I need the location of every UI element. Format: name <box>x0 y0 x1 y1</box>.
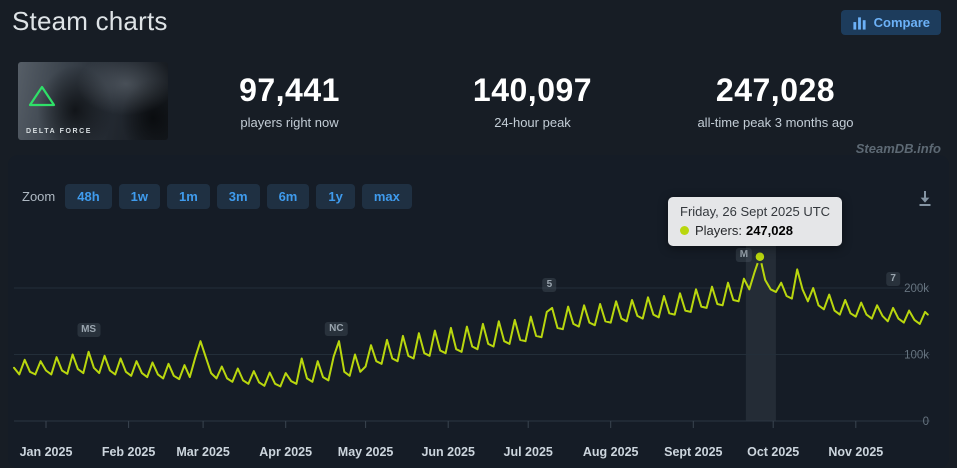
game-capsule-image[interactable]: DELTA FORCE <box>18 62 168 140</box>
zoom-6m-button[interactable]: 6m <box>266 184 310 209</box>
x-axis-label: Jun 2025 <box>421 445 475 459</box>
compare-button-label: Compare <box>873 15 930 30</box>
stat-alltime-peak-label: all-time peak 3 months ago <box>697 115 854 130</box>
stat-current-players-label: players right now <box>240 115 339 130</box>
chart-flag-5[interactable]: 5 <box>542 278 557 293</box>
chart-toolbar: Zoom 48h 1w 1m 3m 6m 1y max <box>22 184 935 209</box>
x-axis-label: Jul 2025 <box>504 445 553 459</box>
game-capsule-title: DELTA FORCE <box>26 128 93 135</box>
zoom-48h-button[interactable]: 48h <box>65 184 112 209</box>
x-axis-label: Sept 2025 <box>664 445 722 459</box>
players-line <box>13 255 929 388</box>
series-dot-icon <box>680 226 689 235</box>
chart-tooltip: Friday, 26 Sept 2025 UTC Players: 247,02… <box>668 197 843 246</box>
x-axis-label: Feb 2025 <box>102 445 156 459</box>
page-header: Steam charts Compare <box>0 0 957 46</box>
tooltip-series-label: Players: <box>695 223 742 238</box>
delta-force-logo-icon <box>28 84 56 113</box>
x-axis-label: Mar 2025 <box>176 445 230 459</box>
tooltip-date: Friday, 26 Sept 2025 UTC <box>680 204 831 219</box>
x-axis-label: Oct 2025 <box>747 445 799 459</box>
stat-alltime-peak-value: 247,028 <box>715 72 836 108</box>
stat-24h-peak: 140,097 24-hour peak <box>411 72 654 130</box>
x-axis-label: May 2025 <box>338 445 394 459</box>
chart-flag-MS[interactable]: MS <box>77 322 101 337</box>
selected-point-marker <box>753 249 767 264</box>
compare-chart-icon <box>852 16 867 30</box>
steamdb-watermark: SteamDB.info <box>855 141 941 156</box>
zoom-max-button[interactable]: max <box>361 184 412 209</box>
compare-button[interactable]: Compare <box>840 10 941 35</box>
zoom-range-buttons: 48h 1w 1m 3m 6m 1y max <box>65 184 412 209</box>
zoom-1y-button[interactable]: 1y <box>316 184 355 209</box>
chart-flag-M[interactable]: M <box>735 247 753 262</box>
zoom-3m-button[interactable]: 3m <box>216 184 260 209</box>
selection-band <box>745 243 776 421</box>
zoom-1w-button[interactable]: 1w <box>118 184 160 209</box>
chart-flag-NC[interactable]: NC <box>325 322 348 337</box>
x-axis-label: Apr 2025 <box>259 445 312 459</box>
x-axis-label: Aug 2025 <box>583 445 639 459</box>
x-axis-label: Nov 2025 <box>828 445 883 459</box>
zoom-1m-button[interactable]: 1m <box>166 184 210 209</box>
y-axis-label: 200k <box>904 283 929 295</box>
download-icon[interactable] <box>915 186 935 208</box>
chart-flag-7[interactable]: 7 <box>886 271 900 286</box>
page-title: Steam charts <box>12 6 168 36</box>
stat-24h-peak-value: 140,097 <box>472 72 593 108</box>
zoom-label: Zoom <box>22 189 56 204</box>
players-line-chart[interactable]: Jan 2025 Feb 2025 Mar 2025 Apr 2025 May 2025… <box>8 155 949 468</box>
stat-alltime-peak: 247,028 all-time peak 3 months ago <box>654 72 897 130</box>
y-axis-label: 100k <box>904 350 929 362</box>
stats-section: DELTA FORCE 97,441 players right now 140… <box>0 62 957 140</box>
chart-card: Zoom 48h 1w 1m 3m 6m 1y max Jan 2025 Feb 2025 Ma… <box>8 155 949 468</box>
y-axis-label: 0 <box>923 416 929 428</box>
tooltip-value: 247,028 <box>745 223 793 238</box>
x-axis-label: Jan 2025 <box>20 445 73 459</box>
chart-flags-layer: MS NC 5 M 7 <box>8 155 949 468</box>
stat-current-players: 97,441 players right now <box>168 72 411 130</box>
stat-current-players-value: 97,441 <box>239 72 340 108</box>
stat-24h-peak-label: 24-hour peak <box>494 115 571 130</box>
